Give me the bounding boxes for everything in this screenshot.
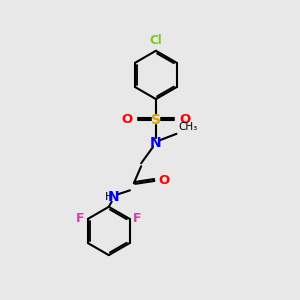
- Text: F: F: [133, 212, 142, 225]
- Text: O: O: [179, 113, 190, 126]
- Text: F: F: [76, 212, 84, 225]
- Text: N: N: [107, 190, 119, 204]
- Text: O: O: [122, 113, 133, 126]
- Text: Cl: Cl: [149, 34, 162, 47]
- Text: N: N: [150, 136, 162, 150]
- Text: O: O: [159, 174, 170, 188]
- Text: S: S: [151, 113, 161, 127]
- Text: CH₃: CH₃: [178, 122, 197, 132]
- Text: H: H: [105, 192, 113, 202]
